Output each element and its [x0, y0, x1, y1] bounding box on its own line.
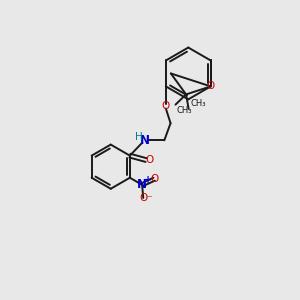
Text: +: +: [144, 176, 152, 185]
Text: ⁻: ⁻: [146, 194, 152, 205]
Text: O: O: [207, 81, 215, 92]
Text: O: O: [162, 100, 170, 110]
Text: H: H: [135, 132, 142, 142]
Text: CH₃: CH₃: [190, 99, 206, 108]
Text: N: N: [137, 178, 147, 191]
Text: O: O: [150, 174, 158, 184]
Text: O: O: [146, 155, 154, 165]
Text: O: O: [139, 193, 147, 203]
Text: CH₃: CH₃: [177, 106, 193, 115]
Text: N: N: [140, 134, 150, 147]
